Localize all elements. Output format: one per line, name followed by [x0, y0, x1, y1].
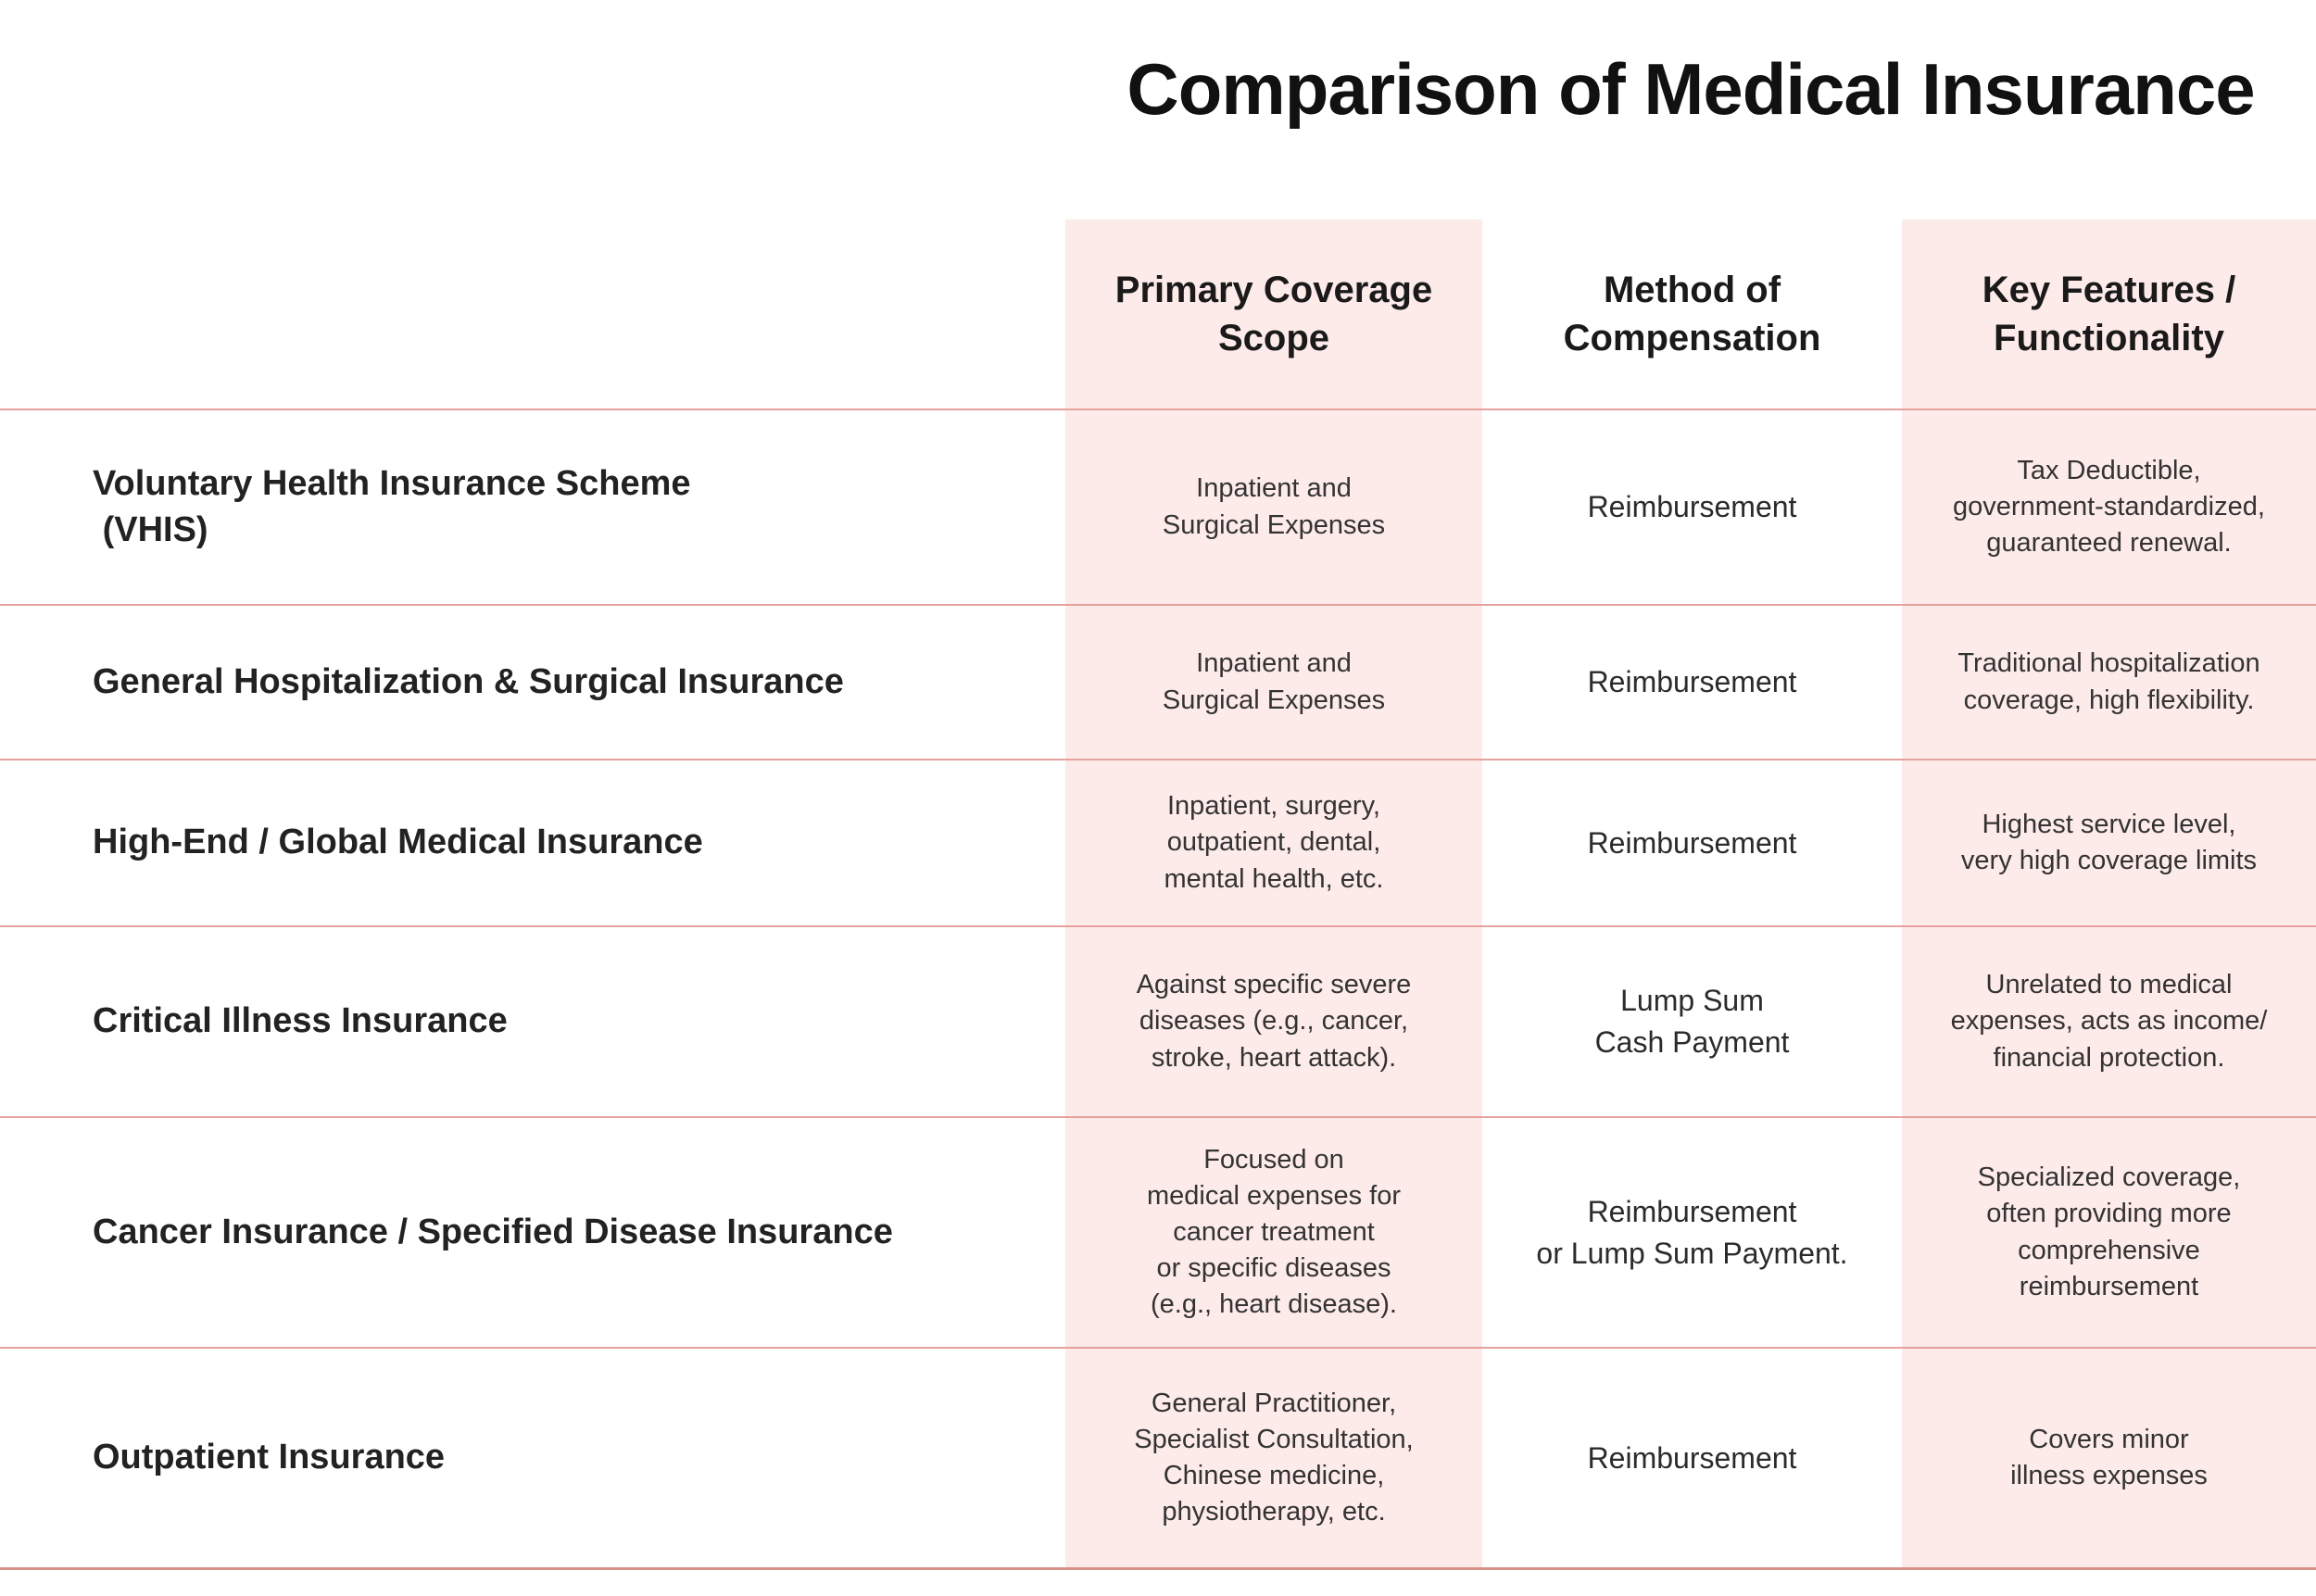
method-cell: Reimbursement [1587, 825, 1797, 860]
scope-cell: Inpatient and Surgical Expenses [1162, 473, 1386, 540]
row-label: Cancer Insurance / Specified Disease Ins… [93, 1212, 893, 1251]
features-cell: Unrelated to medical expenses, acts as i… [1950, 970, 2268, 1073]
method-cell: Reimbursement or Lump Sum Payment. [1536, 1194, 1848, 1270]
features-column-highlight-band [1902, 220, 2316, 1570]
scope-cell: General Practitioner, Specialist Consult… [1134, 1388, 1414, 1527]
scope-cell: Inpatient and Surgical Expenses [1162, 648, 1386, 715]
row-label: Voluntary Health Insurance Scheme (VHIS) [93, 464, 691, 549]
table-row: Voluntary Health Insurance Scheme (VHIS)… [0, 410, 2316, 606]
method-cell: Reimbursement [1587, 1440, 1797, 1475]
row-label: General Hospitalization & Surgical Insur… [93, 661, 844, 701]
col-header-scope: Primary Coverage Scope [1114, 270, 1433, 358]
features-cell: Tax Deductible, government-standardized,… [1953, 455, 2265, 559]
table-row: General Hospitalization & Surgical Insur… [0, 606, 2316, 760]
header-spacer-cell [0, 220, 1065, 408]
scope-column-highlight-band [1065, 220, 1482, 1570]
col-header-method: Method of Compensation [1563, 270, 1821, 358]
method-cell: Reimbursement [1587, 490, 1797, 524]
scope-cell: Against specific severe diseases (e.g., … [1136, 970, 1412, 1073]
features-cell: Covers minor illness expenses [2010, 1424, 2208, 1490]
method-cell: Lump Sum Cash Payment [1594, 984, 1790, 1059]
table-row: Outpatient Insurance General Practitione… [0, 1349, 2316, 1570]
scope-cell: Inpatient, surgery, outpatient, dental, … [1164, 791, 1384, 894]
features-cell: Highest service level, very high coverag… [1960, 809, 2258, 875]
scope-cell: Focused on medical expenses for cancer t… [1146, 1144, 1402, 1320]
table-header-row: Primary Coverage Scope Method of Compens… [0, 220, 2316, 410]
row-label: Critical Illness Insurance [93, 1001, 508, 1041]
table-row: High-End / Global Medical Insurance Inpa… [0, 760, 2316, 927]
table-row: Cancer Insurance / Specified Disease Ins… [0, 1118, 2316, 1349]
page-title: Comparison of Medical Insurance [1127, 48, 2255, 130]
features-cell: Specialized coverage, often providing mo… [1977, 1162, 2241, 1301]
row-label: High-End / Global Medical Insurance [93, 823, 703, 862]
method-cell: Reimbursement [1587, 665, 1797, 699]
table-row: Critical Illness Insurance Against speci… [0, 927, 2316, 1118]
features-cell: Traditional hospitalization coverage, hi… [1957, 648, 2260, 715]
comparison-table: Primary Coverage Scope Method of Compens… [0, 220, 2316, 1570]
col-header-features: Key Features / Functionality [1982, 270, 2236, 358]
row-label: Outpatient Insurance [93, 1438, 446, 1477]
